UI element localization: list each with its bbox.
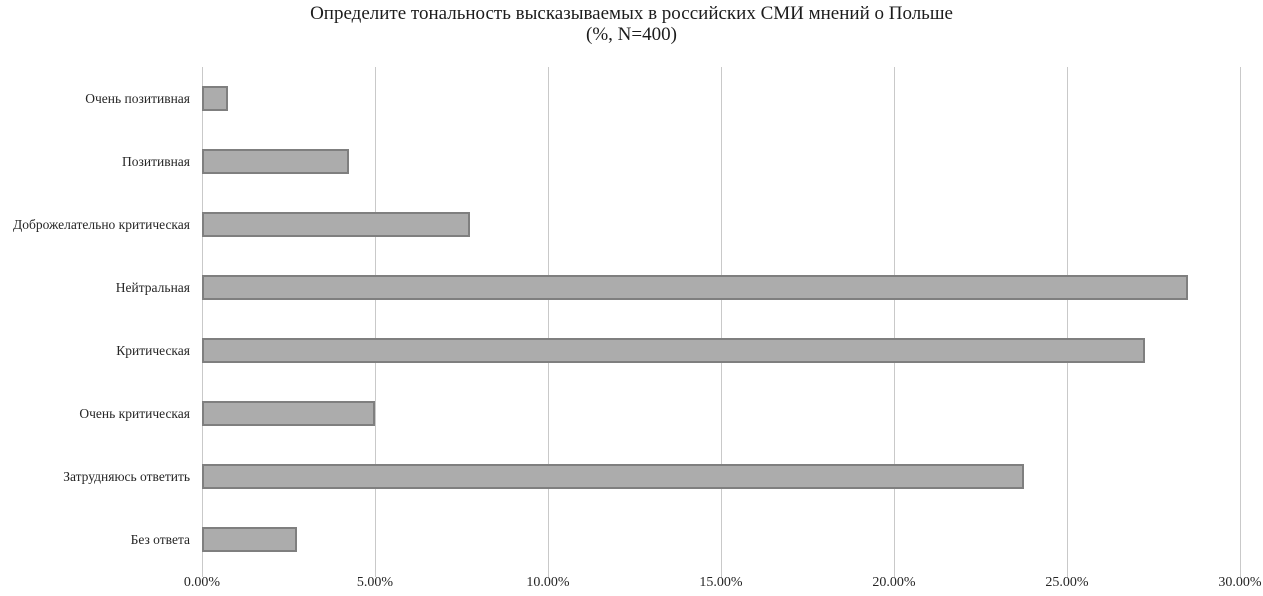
bar (202, 86, 228, 111)
category-label: Без ответа (130, 532, 190, 547)
category-label: Очень позитивная (85, 91, 190, 106)
category-label: Критическая (116, 343, 190, 358)
bar (202, 401, 375, 426)
bar-band (202, 382, 1240, 445)
bar-band (202, 508, 1240, 571)
gridline-30.00% (1240, 67, 1241, 577)
chart-title-line1: Определите тональность высказываемых в р… (310, 3, 953, 24)
bar-band (202, 256, 1240, 319)
bar (202, 149, 350, 174)
category-label: Затрудняюсь ответить (63, 469, 190, 484)
category-label: Очень критическая (79, 406, 190, 421)
category-label: Позитивная (122, 154, 190, 169)
bar (202, 212, 471, 237)
x-axis-tick-label: 30.00% (1218, 575, 1262, 590)
x-axis-tick-label: 10.00% (526, 575, 570, 590)
x-axis-tick-label: 0.00% (183, 575, 221, 590)
gridline-0.00% (202, 67, 203, 577)
bar (202, 275, 1189, 300)
bar-band (202, 193, 1240, 256)
gridline-25.00% (1067, 67, 1068, 577)
gridline-20.00% (894, 67, 895, 577)
bar (202, 527, 298, 552)
category-label: Доброжелательно критическая (13, 217, 190, 232)
x-axis-tick-label: 25.00% (1045, 575, 1089, 590)
bar (202, 338, 1145, 363)
category-label: Нейтральная (115, 280, 190, 295)
bar (202, 464, 1024, 489)
bar-band (202, 130, 1240, 193)
chart-title: Определите тональность высказываемых в р… (0, 3, 1263, 45)
gridline-10.00% (548, 67, 549, 577)
gridline-15.00% (721, 67, 722, 577)
gridline-5.00% (375, 67, 376, 577)
x-axis-tick-label: 5.00% (356, 575, 394, 590)
bar-band (202, 445, 1240, 508)
plot-area (202, 67, 1241, 577)
x-axis-tick-label: 15.00% (699, 575, 743, 590)
x-axis-tick-label: 20.00% (872, 575, 916, 590)
bar-band (202, 319, 1240, 382)
chart-title-line2: (%, N=400) (586, 24, 677, 45)
bar-band (202, 67, 1240, 130)
